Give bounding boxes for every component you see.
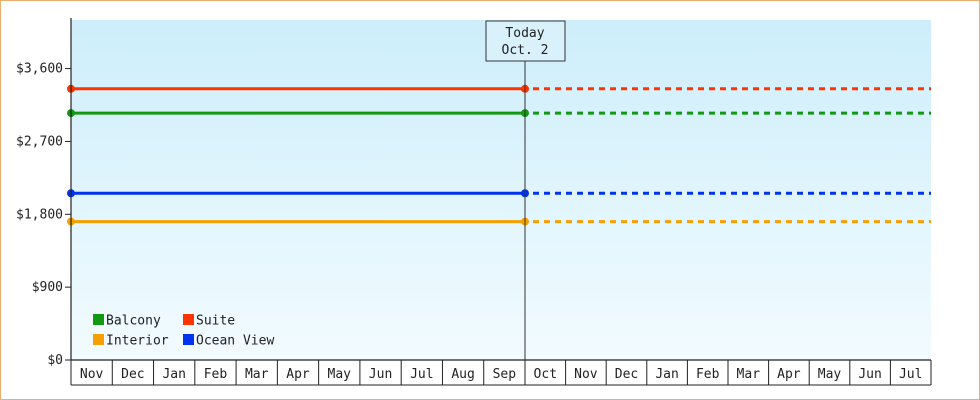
y-tick-label: $3,600 xyxy=(16,62,63,77)
x-tick-label: Apr xyxy=(777,367,801,382)
x-tick-label: Aug xyxy=(451,367,474,382)
x-tick-label: Jan xyxy=(655,367,678,382)
x-tick-label: May xyxy=(328,367,352,382)
x-tick-label: Apr xyxy=(286,367,310,382)
legend-swatch xyxy=(93,334,104,345)
legend-label: Suite xyxy=(196,314,235,329)
legend: Balcony Suite Interior Ocean View xyxy=(93,314,274,349)
x-tick-label: Dec xyxy=(121,367,144,382)
legend-label: Interior xyxy=(106,334,169,349)
x-tick-label: Oct xyxy=(534,367,557,382)
x-tick-label: Jan xyxy=(162,367,185,382)
legend-swatch xyxy=(183,334,194,345)
today-date: Oct. 2 xyxy=(502,43,549,58)
x-tick-label: Jun xyxy=(858,367,881,382)
x-tick-label: Mar xyxy=(737,367,761,382)
y-tick-label: $2,700 xyxy=(16,134,63,149)
x-tick-label: May xyxy=(818,367,842,382)
y-tick-label: $0 xyxy=(47,353,63,368)
plot-area xyxy=(71,20,931,360)
legend-label: Ocean View xyxy=(196,334,274,349)
y-tick-label: $1,800 xyxy=(16,207,63,222)
today-box xyxy=(485,20,566,62)
x-axis-months: Nov Dec Jan Feb Mar Apr May Jun Jul Aug Sep Oct Nov D… xyxy=(70,359,932,386)
today-label: Today xyxy=(505,26,544,41)
x-tick-label: Feb xyxy=(696,367,720,382)
x-tick-label: Feb xyxy=(204,367,228,382)
x-tick-label: Jun xyxy=(369,367,392,382)
x-tick-label: Sep xyxy=(493,367,517,382)
y-axis-ticks: $0 $900 $1,800 $2,700 $3,600 xyxy=(16,62,71,368)
x-tick-label: Mar xyxy=(245,367,269,382)
legend-label: Balcony xyxy=(106,314,161,329)
x-tick-label: Jul xyxy=(899,367,922,382)
x-tick-label: Nov xyxy=(574,367,598,382)
x-tick-label: Nov xyxy=(80,367,104,382)
y-tick-label: $900 xyxy=(32,280,63,295)
legend-swatch xyxy=(93,314,104,325)
series-layer xyxy=(67,84,931,226)
x-tick-label: Jul xyxy=(410,367,433,382)
legend-swatch xyxy=(183,314,194,325)
today-marker: Today Oct. 2 xyxy=(485,20,566,360)
x-tick-label: Dec xyxy=(615,367,638,382)
